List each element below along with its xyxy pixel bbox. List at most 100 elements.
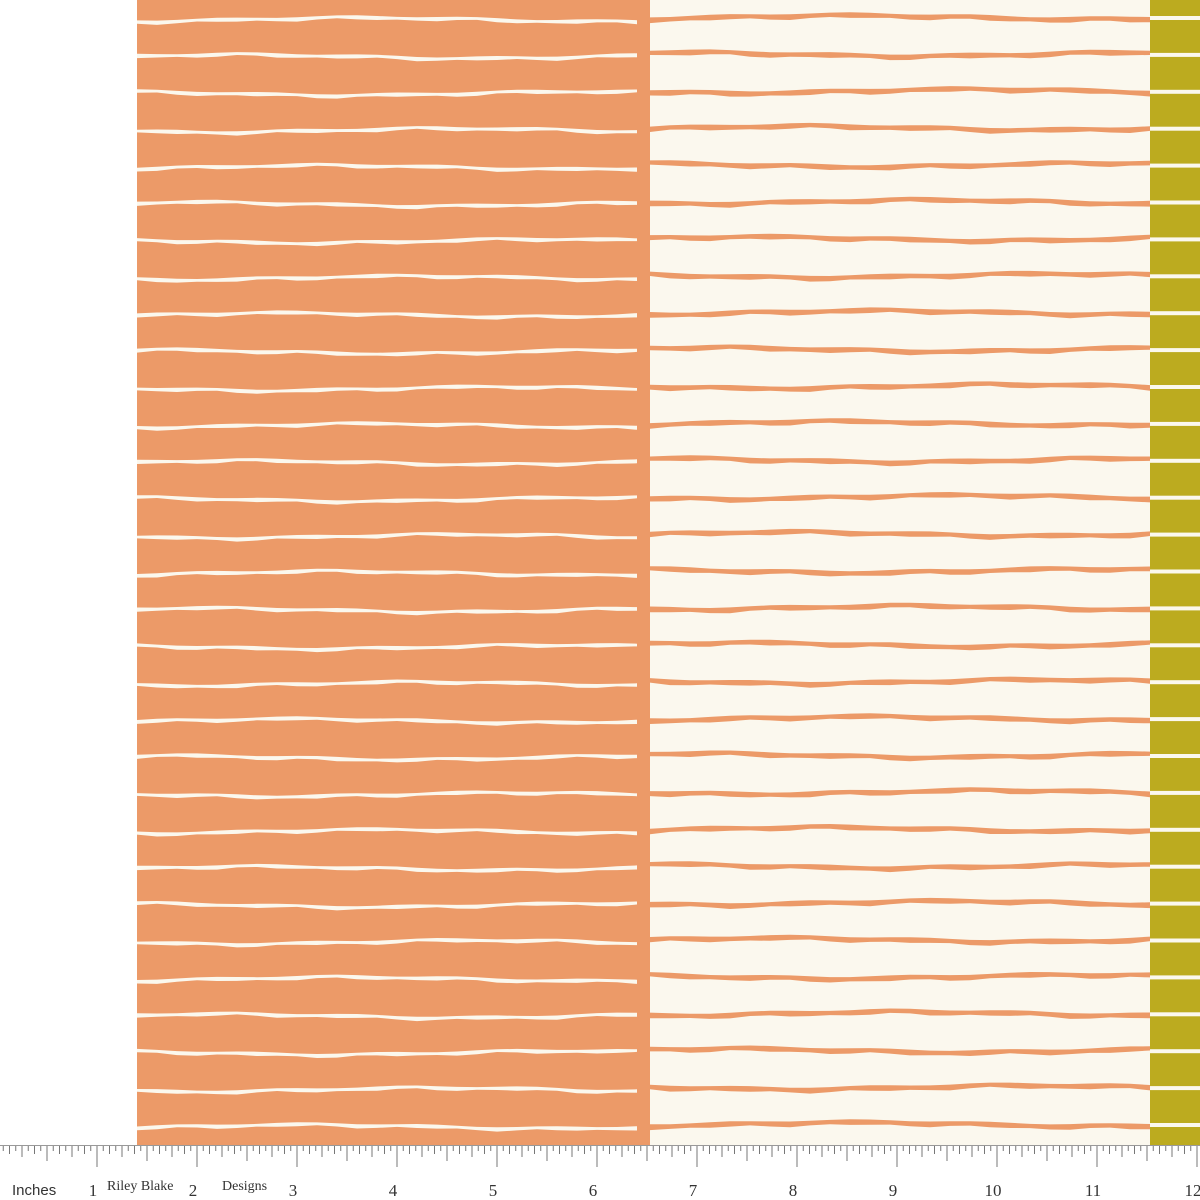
orange-line: [650, 160, 1150, 171]
orange-line: [650, 270, 1150, 282]
cream-line: [1150, 200, 1200, 205]
white-line: [137, 716, 637, 726]
white-line: [137, 753, 637, 763]
orange-line: [650, 566, 1150, 577]
cream-line: [1150, 1123, 1200, 1127]
white-line: [137, 421, 637, 431]
orange-line: [650, 307, 1150, 319]
cream-line: [1150, 717, 1200, 722]
ruler-number: 12: [1185, 1181, 1200, 1200]
ruler-number: 4: [389, 1181, 398, 1200]
cream-line: [1150, 89, 1200, 94]
white-line: [137, 310, 637, 320]
cream-line: [1150, 606, 1200, 611]
stripes: [137, 12, 1200, 1132]
orange-line: [650, 1082, 1150, 1094]
ruler-number: 10: [985, 1181, 1002, 1200]
orange-line: [650, 492, 1150, 503]
white-line: [137, 938, 637, 948]
cream-line: [1150, 126, 1200, 131]
cream-line: [1150, 901, 1200, 906]
cream-line: [1150, 163, 1200, 168]
cream-line: [1150, 975, 1200, 980]
cream-line: [1150, 421, 1200, 426]
white-line: [137, 458, 637, 467]
ruler-number: 8: [789, 1181, 798, 1200]
orange-line: [650, 713, 1150, 725]
orange-line: [650, 233, 1150, 245]
orange-line: [650, 12, 1150, 24]
white-line: [137, 162, 637, 172]
ruler-brand: Designs: [222, 1179, 267, 1194]
orange-line: [650, 455, 1150, 467]
ruler-unit: Inches: [12, 1182, 56, 1199]
cream-line: [1150, 311, 1200, 316]
white-line: [137, 1122, 637, 1132]
ruler-numbers: 1 2 3 4 5 6 7 8 9 10 11 12: [89, 1181, 1200, 1200]
cream-line: [1150, 348, 1200, 353]
ruler-number: 1: [89, 1181, 98, 1200]
white-line: [137, 237, 637, 247]
ruler-ticks: [0, 1145, 1200, 1167]
cream-line: [1150, 495, 1200, 500]
ruler: [0, 1145, 1200, 1200]
ruler-brand: Riley Blake: [107, 1179, 174, 1194]
orange-line: [650, 824, 1150, 835]
white-line: [137, 199, 637, 210]
white-line: [137, 1085, 637, 1095]
orange-line: [650, 676, 1150, 688]
ruler-number: 5: [489, 1181, 498, 1200]
cream-line: [1150, 754, 1200, 758]
white-line: [137, 974, 637, 984]
ruler-number: 7: [689, 1181, 698, 1200]
white-line: [137, 679, 637, 689]
white-line: [137, 384, 637, 394]
white-line: [137, 495, 637, 505]
white-line: [137, 643, 637, 653]
orange-line: [650, 122, 1150, 134]
white-line: [137, 827, 637, 837]
cream-line: [1150, 1012, 1200, 1017]
cream-line: [1150, 938, 1200, 943]
white-line: [137, 901, 637, 911]
ruler-number: 9: [889, 1181, 898, 1200]
cream-line: [1150, 274, 1200, 279]
cream-line: [1150, 569, 1200, 574]
white-line: [137, 52, 637, 62]
orange-line: [650, 1119, 1150, 1131]
cream-line: [1150, 680, 1200, 685]
cream-line: [1150, 1049, 1200, 1054]
ruler-number: 2: [189, 1181, 198, 1200]
orange-line: [650, 750, 1150, 762]
orange-line: [650, 639, 1150, 651]
orange-line: [650, 1045, 1150, 1056]
cream-line: [1150, 864, 1200, 869]
white-line: [137, 1048, 637, 1058]
cream-line: [1150, 643, 1200, 648]
cream-line: [1150, 458, 1200, 463]
orange-line: [650, 418, 1150, 429]
white-line: [137, 89, 637, 99]
orange-line: [650, 861, 1150, 873]
orange-line: [650, 934, 1150, 946]
orange-line: [650, 602, 1150, 614]
white-line: [137, 347, 637, 357]
orange-line: [650, 381, 1150, 392]
orange-line: [650, 787, 1150, 798]
cream-line: [1150, 237, 1200, 242]
white-line: [137, 532, 637, 542]
orange-line: [650, 528, 1150, 540]
white-line: [137, 790, 637, 800]
orange-line: [650, 86, 1150, 97]
orange-line: [650, 344, 1150, 356]
white-line: [137, 273, 637, 283]
white-line: [137, 605, 637, 616]
cream-line: [1150, 1086, 1200, 1091]
cream-line: [1150, 827, 1200, 832]
white-line: [137, 568, 637, 578]
cream-line: [1150, 16, 1200, 20]
cream-line: [1150, 790, 1200, 795]
cream-line: [1150, 52, 1200, 57]
